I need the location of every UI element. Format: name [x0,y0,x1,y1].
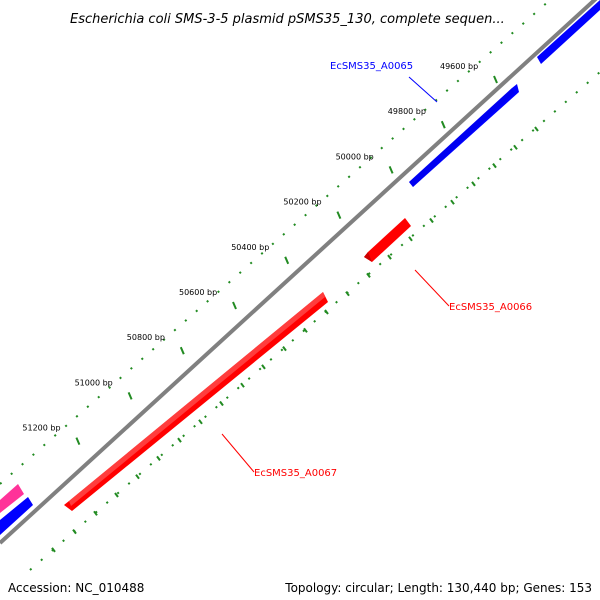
gene-arrow-ecsms35-a0067[interactable] [64,292,328,511]
inner-major-tick [135,474,140,480]
tick-label: 51000 bp [75,378,113,387]
accession-text: Accession: NC_010488 [8,581,145,595]
inner-major-tick [513,144,518,150]
inner-major-tick [51,547,56,553]
inner-major-tick [408,236,413,242]
outer-major-tick [179,346,185,355]
topology-summary: Topology: circular; Length: 130,440 bp; … [285,581,592,595]
inner-major-tick [534,126,539,132]
tick-label: 49600 bp [440,62,478,71]
gene-arrow-top-right[interactable] [537,0,600,64]
inner-major-tick [471,181,476,187]
gene-arrow-ecsms35-a0066[interactable] [364,218,411,262]
gene-arrow-bottom-left-blue[interactable] [0,497,33,535]
inner-major-tick [177,437,182,443]
sequence-backbone [0,0,598,545]
gene-arrow-ecsms35-a0065[interactable] [409,84,519,187]
gene-label-ecsms35-a0065[interactable]: EcSMS35_A0065 [330,61,413,72]
inner-major-ticks [51,126,539,553]
inner-major-tick [72,528,77,535]
map-title: Escherichia coli SMS-3-5 plasmid pSMS35_… [70,12,505,27]
inner-major-tick [261,364,266,370]
inner-major-tick [450,199,455,205]
tick-label: 50400 bp [231,243,269,252]
outer-major-tick [388,166,394,174]
tick-label: 50800 bp [127,333,165,342]
inner-major-tick [282,346,287,352]
inner-major-tick [219,400,224,407]
outer-major-tick [127,392,133,400]
inner-major-tick [492,163,497,169]
inner-major-tick [345,291,350,297]
inner-major-tick [93,510,98,516]
outer-major-tick [284,256,290,265]
inner-major-tick [303,327,308,333]
gene-label-ecsms35-a0066[interactable]: EcSMS35_A0066 [449,302,532,313]
tick-label: 50600 bp [179,288,217,297]
tick-label: 50200 bp [283,198,321,207]
inner-major-tick [387,254,392,260]
gene-connector-ecsms35-a0066 [414,269,450,307]
inner-major-tick [324,309,329,315]
inner-major-tick [198,419,203,425]
tick-label: 49800 bp [388,107,426,116]
outer-ruler [0,0,552,485]
outer-major-tick [440,120,446,129]
outer-major-tick [336,211,342,219]
gene-arrow-bottom-left-pink[interactable] [0,484,24,513]
inner-ruler [29,71,600,571]
outer-major-ticks [75,75,498,445]
gene-connector-ecsms35-a0067 [221,433,255,473]
inner-major-tick [366,272,371,278]
outer-major-tick [493,75,498,84]
inner-major-tick [240,382,245,388]
outer-major-tick [232,301,237,310]
inner-major-tick [156,455,161,461]
tick-label: 51200 bp [22,424,60,433]
inner-major-tick [429,217,434,224]
tick-labels: 49600 bp 49800 bp 50000 bp 50200 bp 50400 bp… [22,62,478,433]
gene-label-ecsms35-a0067[interactable]: EcSMS35_A0067 [254,468,337,479]
inner-major-tick [114,492,119,498]
outer-major-tick [75,437,81,445]
tick-label: 50000 bp [336,152,374,161]
gene-connector-ecsms35-a0065 [408,76,438,103]
